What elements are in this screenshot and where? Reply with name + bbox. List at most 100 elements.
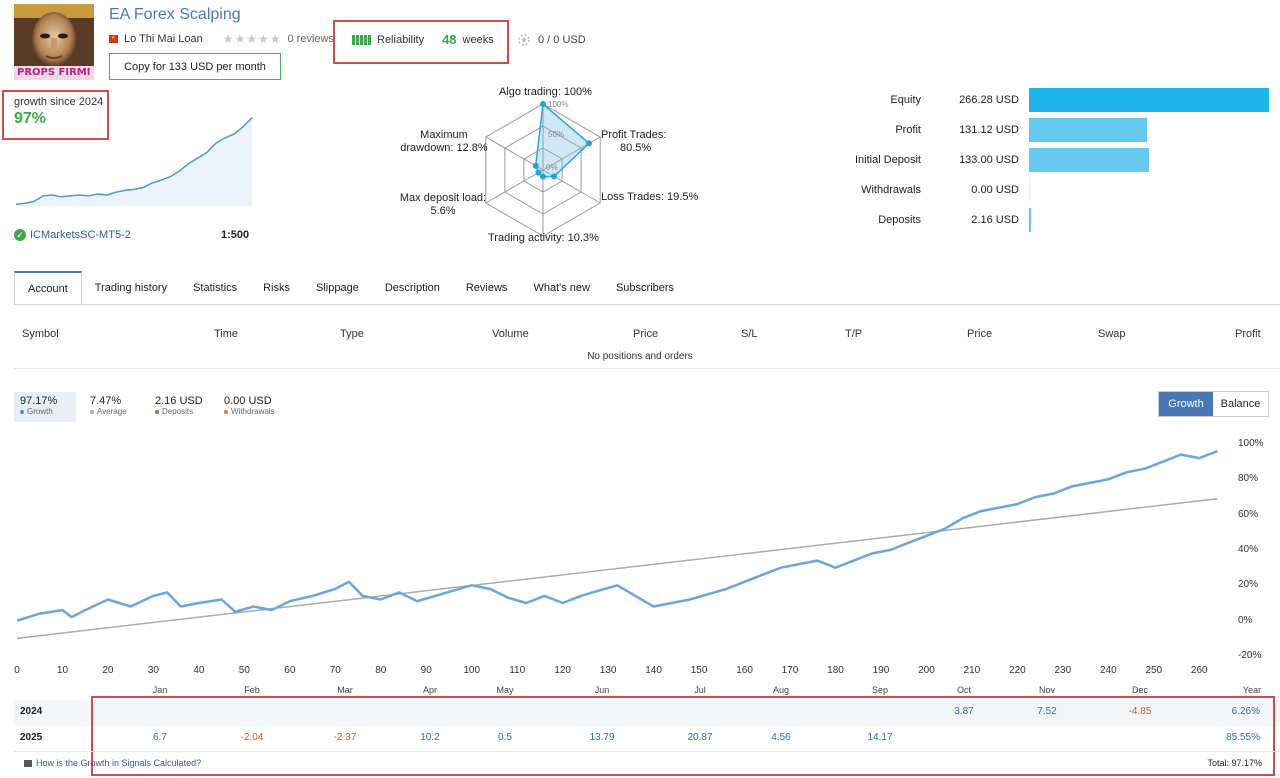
column-header[interactable]: Price: [967, 328, 993, 340]
radar-points: [532, 101, 592, 180]
column-header[interactable]: Swap: [1098, 328, 1126, 340]
withdrawals-tile-value: 0.00 USD: [224, 395, 272, 407]
avatar[interactable]: PROPS FIRMI: [14, 4, 94, 80]
average-tile[interactable]: 7.47% Average: [84, 392, 144, 422]
month-value: 10.2: [420, 732, 440, 743]
column-header[interactable]: Profit: [1235, 328, 1261, 340]
month-value: 6.7: [153, 732, 167, 743]
month-value: 4.56: [771, 732, 791, 743]
deposits-tile-label: Deposits: [162, 407, 194, 416]
table-row: [14, 700, 1280, 726]
stat-bar: [1029, 88, 1269, 112]
leverage-value: 1:500: [221, 229, 250, 241]
author-link[interactable]: Lo Thi Mai Loan: [124, 33, 203, 45]
stat-value: 131.12 USD: [959, 124, 1019, 136]
column-header[interactable]: Symbol: [22, 328, 59, 340]
x-tick-label: 40: [193, 665, 205, 676]
subscribers-value: 0 / 0 USD: [538, 34, 586, 46]
radar-label-drawdown: Maximum drawdown: 12.8%: [399, 129, 489, 155]
month-value: -2.04: [240, 732, 264, 743]
column-header[interactable]: S/L: [741, 328, 758, 340]
radar-ring-50: 50%: [548, 130, 564, 139]
radar-point: [540, 101, 546, 107]
withdrawals-tile[interactable]: 0.00 USD Withdrawals: [218, 392, 290, 422]
x-tick-label: 0: [14, 665, 20, 676]
column-header[interactable]: Price: [633, 328, 659, 340]
reliability-bars-icon: [352, 34, 371, 45]
growth-button[interactable]: Growth: [1159, 392, 1213, 416]
month-label: May: [496, 685, 514, 695]
how-calculated-text[interactable]: How is the Growth in Signals Calculated?: [36, 758, 202, 768]
x-tick-label: 150: [690, 665, 708, 676]
radar-ring: [485, 103, 601, 236]
radar-label-load: Max deposit load: 5.6%: [399, 192, 487, 218]
tab-risks[interactable]: Risks: [263, 282, 290, 294]
stat-value: 2.16 USD: [971, 214, 1019, 226]
deposits-tile[interactable]: 2.16 USD Deposits: [149, 392, 213, 422]
stat-name: Withdrawals: [861, 184, 921, 196]
column-header[interactable]: T/P: [845, 328, 863, 340]
tab-bar: Account Trading history Statistics Risks Sli…: [14, 271, 687, 305]
radar-label-profit: Profit Trades: 80.5%: [601, 129, 666, 155]
vietnam-flag-icon: [109, 35, 118, 43]
month-label: Jun: [594, 685, 610, 695]
monthly-highlight: [91, 696, 1275, 776]
x-tick-label: 60: [284, 665, 296, 676]
stat-row: Deposits 2.16 USD: [820, 208, 1280, 232]
year-total: 6.26%: [1231, 706, 1260, 717]
growth-chart[interactable]: [0, 430, 1280, 670]
growth-series-line: [16, 449, 1218, 622]
x-tick-label: 30: [147, 665, 159, 676]
stat-bar: [1029, 208, 1031, 232]
total-growth: Total: 97.17%: [1207, 758, 1262, 768]
month-label: Nov: [1038, 685, 1056, 695]
x-tick-label: 210: [963, 665, 981, 676]
growth-tile-label: Growth: [27, 407, 53, 416]
growth-tile[interactable]: 97.17% Growth: [14, 392, 76, 422]
tab-trading-history[interactable]: Trading history: [94, 282, 168, 294]
growth-highlight: [2, 90, 109, 140]
growth-tile-value: 97.17%: [20, 395, 58, 407]
author-row: Lo Thi Mai Loan ★★★★★ 0 reviews: [109, 32, 334, 46]
tab-slippage[interactable]: Slippage: [316, 282, 359, 294]
tab-statistics[interactable]: Statistics: [193, 282, 238, 294]
weeks-label: weeks: [462, 33, 494, 46]
year-label: 2024: [20, 706, 43, 717]
month-label: Year: [1242, 685, 1262, 695]
month-label: Dec: [1131, 685, 1149, 695]
y-tick-label: 60%: [1238, 508, 1259, 520]
radar-point: [540, 173, 546, 180]
how-calculated-link[interactable]: How is the Growth in Signals Calculated?: [24, 758, 201, 768]
x-tick-label: 80: [375, 665, 387, 676]
balance-button[interactable]: Balance: [1213, 392, 1268, 416]
withdrawals-dot-icon: [224, 409, 228, 414]
tab-subscribers[interactable]: Subscribers: [615, 282, 675, 294]
growth-sparkline[interactable]: [14, 110, 254, 210]
radar-label-dd-line1: Maximum: [420, 129, 468, 141]
tab-reviews[interactable]: Reviews: [465, 282, 508, 294]
tab-description[interactable]: Description: [384, 282, 440, 294]
reviews-count[interactable]: 0 reviews: [287, 33, 334, 45]
stat-value: 0.00 USD: [971, 184, 1019, 196]
radar-label-load-line1: Max deposit load:: [399, 192, 487, 204]
tab-what-s-new[interactable]: What's new: [533, 282, 590, 294]
month-label: Apr: [422, 685, 438, 695]
copy-button[interactable]: Copy for 133 USD per month: [109, 53, 281, 80]
average-dot-icon: [90, 409, 94, 414]
radar-spoke: [485, 169, 544, 204]
month-label: Jan: [152, 685, 168, 695]
x-tick-label: 130: [599, 665, 617, 676]
x-tick-label: 240: [1099, 665, 1117, 676]
column-header[interactable]: Time: [214, 328, 239, 340]
column-header[interactable]: Volume: [492, 328, 529, 340]
growth-dot-icon: [20, 409, 24, 414]
x-tick-label: 200: [918, 665, 935, 676]
radar-point: [551, 173, 558, 180]
broker-link[interactable]: ICMarketsSC-MT5-2: [30, 229, 131, 241]
tab-account[interactable]: Account: [14, 271, 82, 305]
signal-title[interactable]: EA Forex Scalping: [109, 6, 241, 23]
month-label: Aug: [772, 685, 790, 695]
column-header[interactable]: Type: [340, 328, 364, 340]
monthly-divider: [14, 751, 1280, 752]
stat-row: Profit 131.12 USD: [820, 118, 1280, 142]
